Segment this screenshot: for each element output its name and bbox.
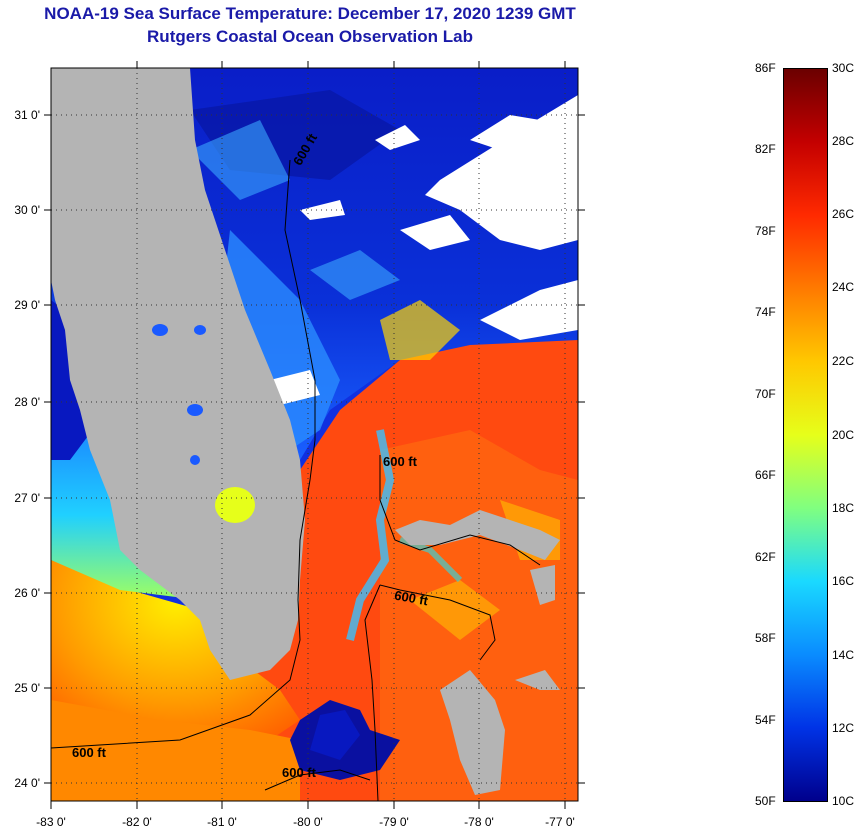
colorbar-f-label: 82F xyxy=(755,142,776,156)
lat-tick-label: 26 0' xyxy=(14,586,40,600)
lat-tick-label: 28 0' xyxy=(14,395,40,409)
colorbar-c-label: 14C xyxy=(832,648,855,662)
colorbar-c-label: 30C xyxy=(832,61,855,75)
colorbar-c-label: 20C xyxy=(832,428,855,442)
lon-tick-label: -83 0' xyxy=(36,815,66,829)
lon-tick-label: -82 0' xyxy=(122,815,152,829)
lat-tick-label: 30 0' xyxy=(14,203,40,217)
lat-ticks xyxy=(44,114,585,784)
map-frame xyxy=(50,67,579,802)
lat-tick-label: 31 0' xyxy=(14,108,40,122)
lon-tick-label: -78 0' xyxy=(464,815,494,829)
temperature-colorbar xyxy=(783,68,828,802)
new-providence xyxy=(515,670,560,690)
depth-contours xyxy=(51,159,541,801)
colorbar-f-label: 62F xyxy=(755,550,776,564)
lon-tick-label: -81 0' xyxy=(207,815,237,829)
colorbar-f-label: 70F xyxy=(755,387,776,401)
lon-ticks xyxy=(50,61,566,809)
lat-tick-label: 25 0' xyxy=(14,681,40,695)
map-subtitle: Rutgers Coastal Ocean Observation Lab xyxy=(147,27,473,46)
colorbar-f-label: 50F xyxy=(755,794,776,808)
colorbar-c-label: 16C xyxy=(832,574,855,588)
lat-tick-label: 24 0' xyxy=(14,776,40,790)
map-title: NOAA-19 Sea Surface Temperature: Decembe… xyxy=(44,4,576,23)
contour-label: 600 ft xyxy=(393,588,430,609)
colorbar-f-label: 58F xyxy=(755,631,776,645)
map-gridlines xyxy=(51,68,578,801)
colorbar-f-label: 54F xyxy=(755,713,776,727)
colorbar-f-label: 86F xyxy=(755,61,776,75)
colorbar-c-label: 10C xyxy=(832,794,855,808)
contour-label: 600 ft xyxy=(72,745,107,760)
colorbar-c-label: 26C xyxy=(832,207,855,221)
lon-tick-label: -80 0' xyxy=(293,815,323,829)
colorbar-c-label: 28C xyxy=(832,134,855,148)
contour-label: 600 ft xyxy=(282,765,317,780)
colorbar-f-label: 78F xyxy=(755,224,776,238)
map-image xyxy=(51,68,578,801)
lake-okeechobee xyxy=(215,487,255,523)
colorbar-f-label: 74F xyxy=(755,305,776,319)
colorbar-c-label: 18C xyxy=(832,501,855,515)
lat-tick-label: 27 0' xyxy=(14,491,40,505)
grand-bahama xyxy=(395,510,560,560)
lon-tick-label: -77 0' xyxy=(545,815,575,829)
colorbar-c-label: 12C xyxy=(832,721,855,735)
florida-landmass xyxy=(51,68,305,680)
lon-tick-label: -79 0' xyxy=(379,815,409,829)
andros-island xyxy=(440,670,505,795)
abaco-island xyxy=(530,565,555,605)
colorbar-f-label: 66F xyxy=(755,468,776,482)
colorbar-c-label: 22C xyxy=(832,354,855,368)
contour-label: 600 ft xyxy=(383,454,418,469)
lat-tick-label: 29 0' xyxy=(14,298,40,312)
colorbar-c-label: 24C xyxy=(832,280,855,294)
